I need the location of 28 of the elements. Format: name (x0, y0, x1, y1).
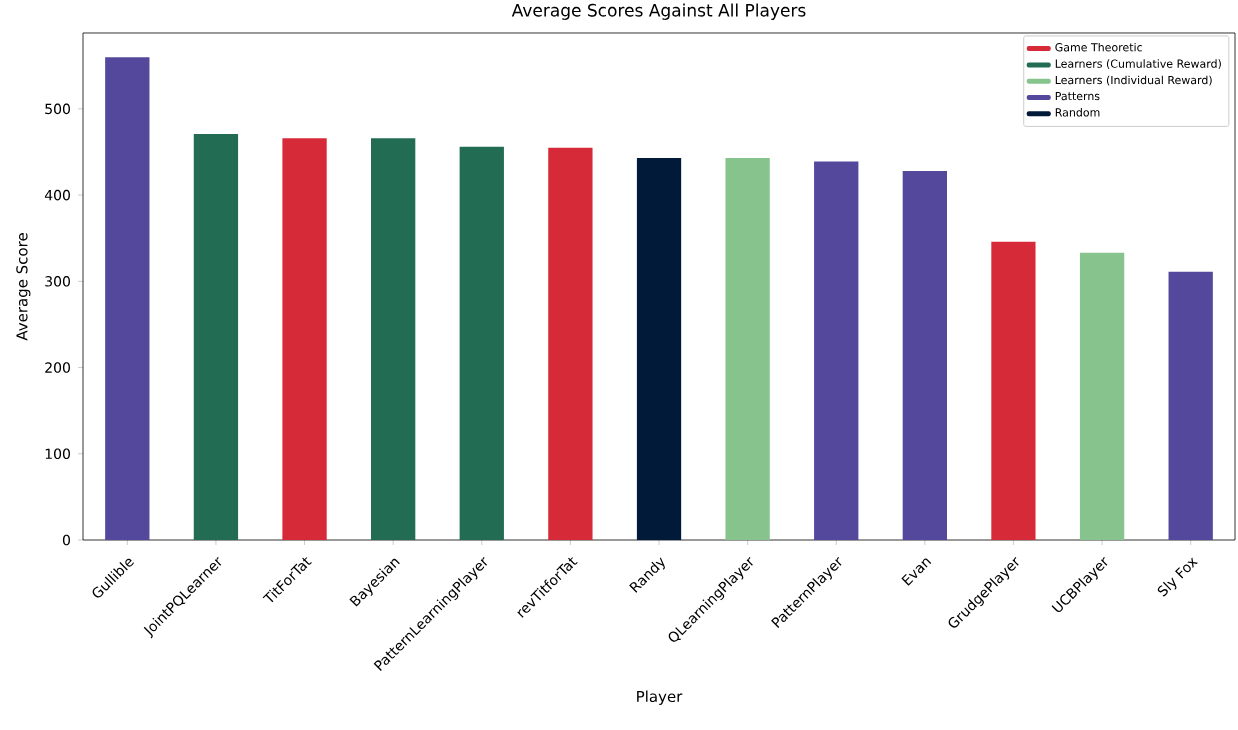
y-tick-label: 300 (45, 276, 70, 287)
chart-title: Average Scores Against All Players (511, 3, 806, 20)
bar (282, 138, 327, 540)
bar (548, 147, 593, 540)
y-tick-label: 400 (44, 189, 70, 201)
legend-label: Random (1055, 108, 1100, 117)
x-axis-title: Player (637, 690, 683, 705)
bar (1079, 252, 1125, 540)
bar (1168, 271, 1213, 540)
bar (725, 158, 770, 540)
x-tick-label: Sly Fox (1157, 557, 1198, 597)
y-tick-label: 200 (45, 362, 70, 373)
y-tick-label: 100 (45, 448, 70, 460)
bar (193, 133, 239, 540)
bar (991, 241, 1036, 540)
y-axis-title: Average Score (16, 233, 31, 341)
legend-label: Patterns (1055, 92, 1100, 101)
y-tick-label: 0 (62, 534, 70, 546)
y-tick-label: 500 (45, 103, 70, 115)
legend-label: Learners (Individual Reward) (1055, 75, 1212, 86)
bar (459, 146, 504, 540)
bar (636, 158, 682, 540)
bar (814, 161, 859, 540)
bar (902, 170, 947, 540)
bar (105, 57, 150, 540)
legend-label: Learners (Cumulative Reward) (1055, 59, 1221, 70)
bar (371, 138, 416, 540)
legend-label: Game Theoretic (1055, 42, 1142, 52)
